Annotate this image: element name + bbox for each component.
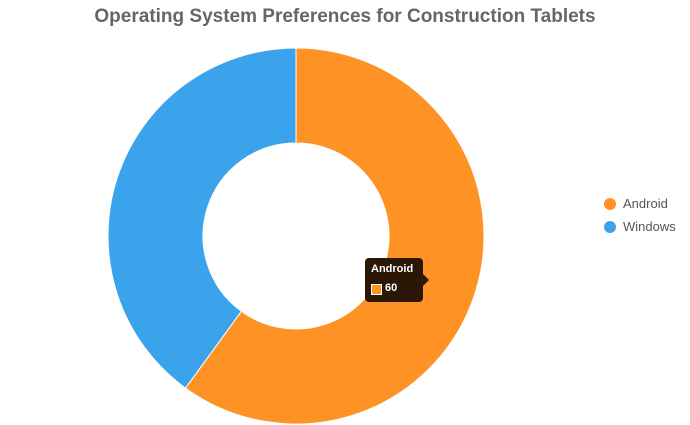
legend-marker xyxy=(604,197,616,210)
legend-label: Android xyxy=(623,196,668,211)
tooltip-color-swatch xyxy=(371,284,382,295)
chart-tooltip: Android 60 xyxy=(365,258,429,302)
chart-title: Operating System Preferences for Constru… xyxy=(94,6,596,27)
legend-label: Windows xyxy=(623,219,676,234)
tooltip-title: Android xyxy=(371,263,414,275)
tooltip-arrow xyxy=(423,274,429,286)
slice-windows[interactable] xyxy=(107,47,297,389)
chart-legend: Android Windows xyxy=(604,192,676,238)
legend-item-android[interactable]: Android xyxy=(604,192,676,215)
legend-item-windows[interactable]: Windows xyxy=(604,215,676,238)
legend-marker xyxy=(604,220,616,233)
donut-slices xyxy=(107,47,485,425)
tooltip-value: 60 xyxy=(385,282,398,294)
slice-android[interactable] xyxy=(184,47,485,425)
